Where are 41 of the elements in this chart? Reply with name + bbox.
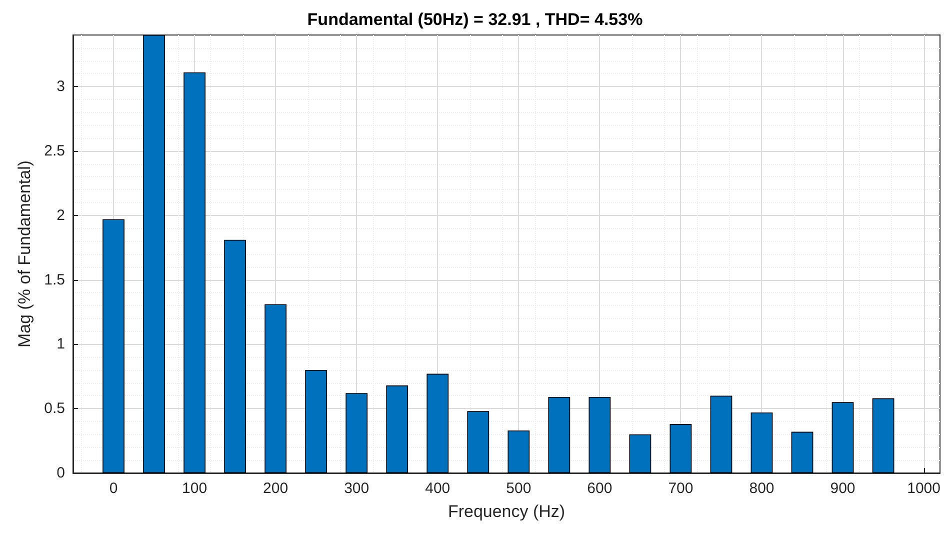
- bar: [710, 396, 732, 473]
- x-tick-label: 200: [263, 480, 288, 497]
- y-tick-label: 1.5: [44, 271, 65, 288]
- x-axis-title: Frequency (Hz): [448, 502, 566, 521]
- bar: [386, 385, 408, 473]
- bar: [629, 434, 652, 473]
- y-tick-label: 0.5: [44, 400, 65, 418]
- y-tick-label: 2.5: [44, 142, 65, 160]
- x-tick-label: 100: [182, 480, 208, 497]
- x-tick-label: 900: [830, 480, 856, 497]
- x-tick-label: 400: [425, 480, 450, 497]
- x-tick-label: 700: [668, 480, 694, 497]
- bar: [832, 402, 854, 473]
- x-tick-label: 0: [109, 480, 118, 497]
- x-tick-label: 1000: [907, 480, 940, 497]
- y-tick-label: 1: [56, 336, 65, 353]
- bar: [750, 412, 773, 473]
- x-tick-label: 500: [506, 480, 532, 497]
- x-tick-label: 600: [587, 480, 612, 497]
- bar: [670, 424, 692, 473]
- bar: [588, 396, 611, 473]
- y-axis-title: Mag (% of Fundamental): [15, 160, 34, 348]
- bar: [305, 370, 328, 473]
- bar: [872, 398, 894, 473]
- bar: [143, 35, 165, 473]
- bar: [791, 432, 814, 473]
- bar: [508, 430, 530, 473]
- x-tick-label: 300: [344, 480, 370, 497]
- x-tick-label: 800: [749, 480, 774, 497]
- y-tick-label: 2: [56, 206, 65, 224]
- bar: [548, 396, 570, 473]
- bar: [426, 374, 449, 473]
- bar: [467, 411, 490, 473]
- bar: [224, 240, 246, 473]
- bar: [184, 72, 206, 473]
- chart-title: Fundamental (50Hz) = 32.91 , THD= 4.53%: [307, 10, 643, 29]
- bar: [102, 219, 124, 473]
- bar: [264, 304, 287, 473]
- bar: [346, 393, 368, 473]
- y-tick-label: 3: [56, 78, 65, 96]
- y-tick-label: 0: [56, 464, 65, 482]
